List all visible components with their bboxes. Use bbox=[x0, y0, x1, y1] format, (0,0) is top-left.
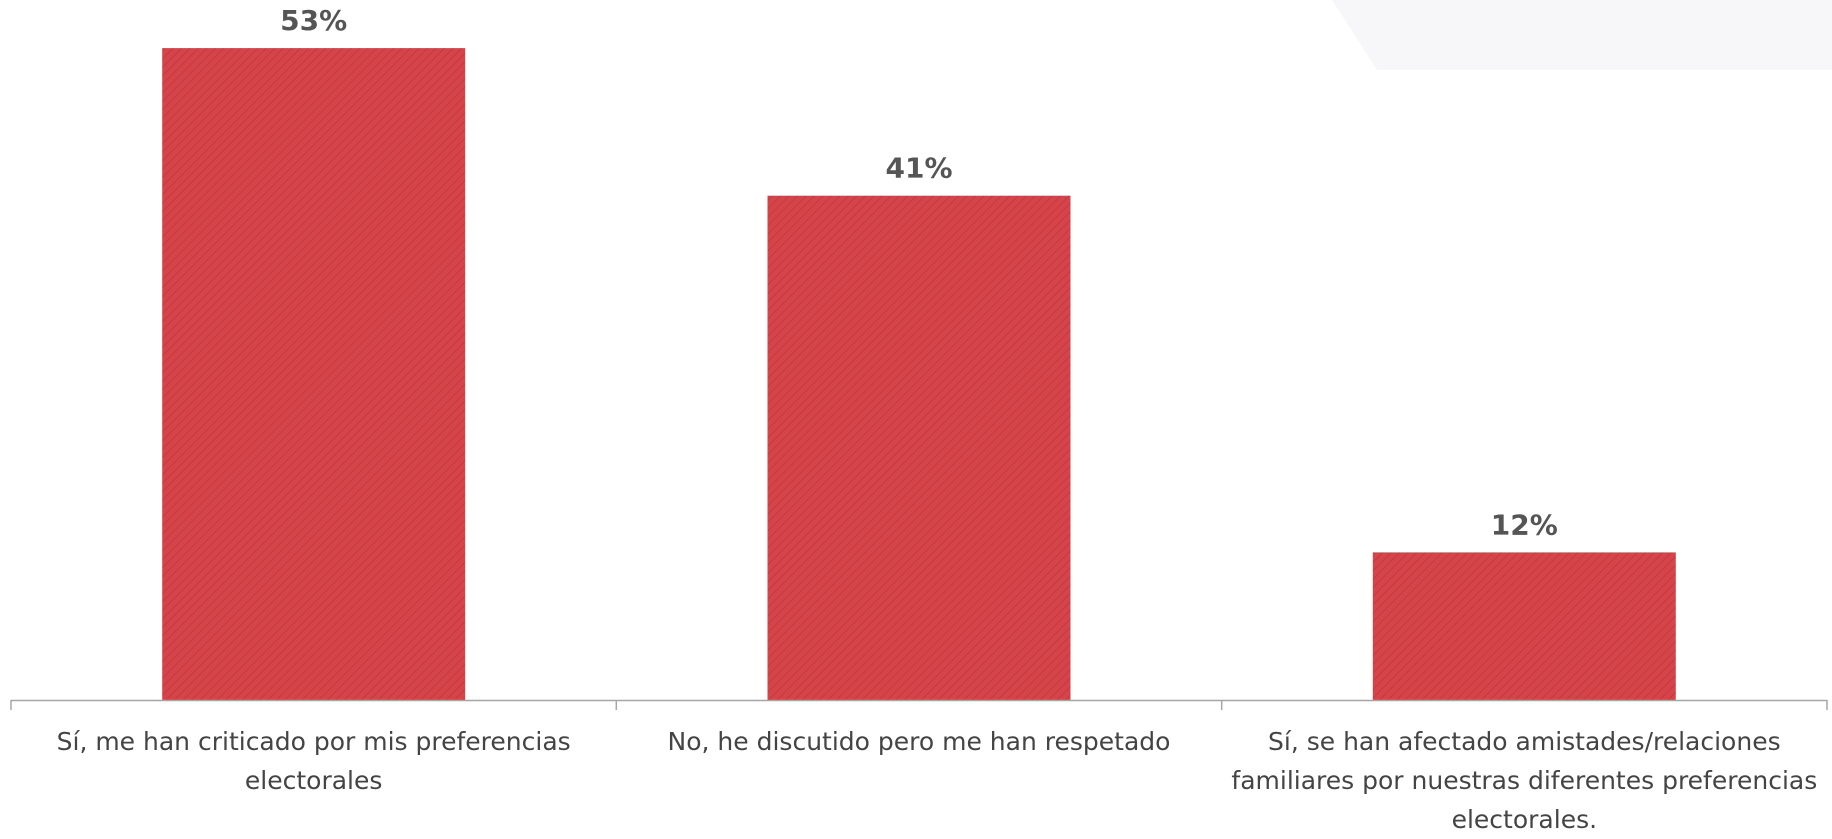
bars-layer bbox=[162, 48, 1676, 701]
value-labels-layer: 53% 41% 12% bbox=[280, 4, 1558, 541]
category-label-3: Sí, se han afectado amistades/relaciones… bbox=[1231, 727, 1818, 834]
category-label-2: No, he discutido pero me han respetado bbox=[667, 727, 1171, 756]
background-corner-shade bbox=[1332, 0, 1832, 70]
bar-3 bbox=[1372, 552, 1676, 700]
value-label-2: 41% bbox=[885, 152, 952, 185]
bar-1 bbox=[162, 48, 466, 701]
bar-2 bbox=[767, 195, 1071, 700]
x-axis bbox=[10, 699, 1828, 710]
category-label-1: Sí, me han criticado por mis preferencia… bbox=[56, 727, 571, 795]
value-label-3: 12% bbox=[1491, 508, 1558, 541]
value-label-1: 53% bbox=[280, 4, 347, 37]
